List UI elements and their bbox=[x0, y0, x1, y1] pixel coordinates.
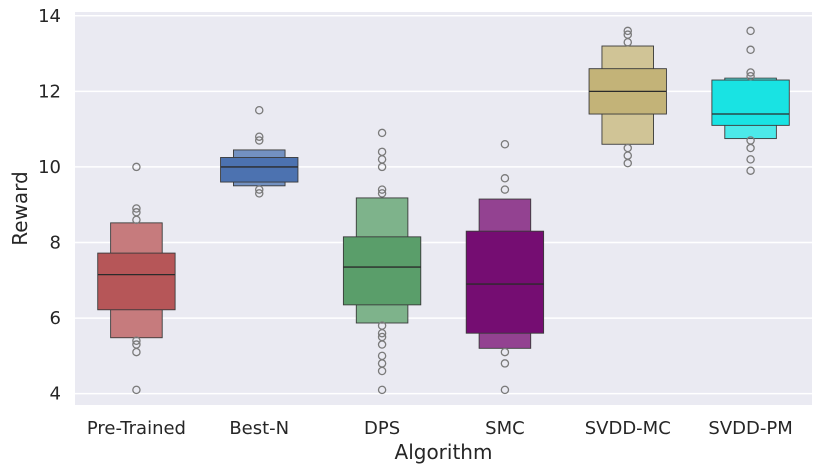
y-tick-labels: 4 6 8 10 12 14 bbox=[38, 6, 61, 405]
outlier-point bbox=[500, 385, 510, 395]
y-tick-label: 8 bbox=[50, 233, 61, 254]
outlier-point bbox=[132, 162, 141, 172]
outlier-point bbox=[254, 189, 264, 198]
outlier-point bbox=[377, 128, 387, 138]
boxen-box bbox=[342, 236, 422, 306]
outlier-point bbox=[377, 385, 387, 395]
x-axis-title: Algorithm bbox=[395, 440, 493, 464]
boxen-box bbox=[220, 157, 299, 183]
outlier-point bbox=[500, 174, 510, 183]
outlier-point bbox=[377, 189, 387, 198]
boxen-box bbox=[711, 79, 790, 126]
outlier-point bbox=[500, 359, 510, 368]
y-tick-label: 4 bbox=[50, 384, 61, 405]
y-tick-label: 10 bbox=[38, 157, 61, 178]
y-axis-title: Reward bbox=[8, 171, 32, 245]
boxen-group bbox=[588, 26, 667, 168]
outlier-point bbox=[132, 204, 141, 213]
outlier-point bbox=[377, 162, 387, 172]
outlier-point bbox=[254, 136, 264, 145]
boxen-group bbox=[711, 26, 790, 175]
boxen-group bbox=[465, 140, 545, 395]
x-tick-label: SVDD-MC bbox=[585, 418, 671, 439]
outlier-point bbox=[132, 385, 141, 395]
y-tick-label: 14 bbox=[38, 6, 61, 27]
outlier-point bbox=[132, 347, 141, 357]
outlier-point bbox=[746, 71, 755, 81]
outlier-point bbox=[132, 336, 141, 346]
outlier-point bbox=[746, 45, 755, 55]
y-tick-label: 12 bbox=[38, 81, 61, 102]
outlier-point bbox=[254, 185, 264, 194]
outlier-point bbox=[746, 68, 755, 77]
outlier-point bbox=[746, 155, 755, 164]
outlier-point bbox=[377, 185, 387, 194]
outlier-point bbox=[623, 37, 633, 47]
outlier-point bbox=[254, 106, 264, 115]
outlier-point bbox=[746, 166, 755, 175]
outlier-point bbox=[623, 158, 633, 168]
outlier-point bbox=[377, 328, 387, 338]
boxen-series bbox=[97, 26, 790, 395]
outlier-point bbox=[623, 26, 633, 36]
outlier-point bbox=[500, 347, 510, 357]
outlier-point bbox=[377, 340, 387, 349]
y-tick-label: 6 bbox=[50, 308, 61, 329]
x-tick-label: DPS bbox=[364, 418, 400, 439]
outlier-point bbox=[746, 143, 755, 153]
x-tick-label: Best-N bbox=[229, 418, 289, 439]
boxen-group bbox=[97, 162, 176, 395]
x-tick-label: Pre-Trained bbox=[87, 418, 186, 439]
boxen-box bbox=[97, 252, 176, 311]
boxen-group bbox=[220, 106, 299, 198]
x-tick-label: SVDD-PM bbox=[708, 418, 792, 439]
x-tick-labels: Pre-Trained Best-N DPS SMC SVDD-MC SVDD-PM bbox=[87, 418, 793, 439]
outlier-point bbox=[132, 215, 141, 225]
outlier-point bbox=[500, 140, 510, 149]
gridlines bbox=[75, 15, 812, 395]
boxen-box bbox=[465, 230, 545, 334]
plot-background bbox=[75, 12, 812, 405]
outlier-point bbox=[377, 366, 387, 376]
x-tick-label: SMC bbox=[485, 418, 525, 439]
outlier-point bbox=[500, 185, 510, 194]
boxen-group bbox=[342, 128, 422, 395]
outlier-point bbox=[746, 26, 755, 36]
outlier-point bbox=[254, 132, 264, 141]
